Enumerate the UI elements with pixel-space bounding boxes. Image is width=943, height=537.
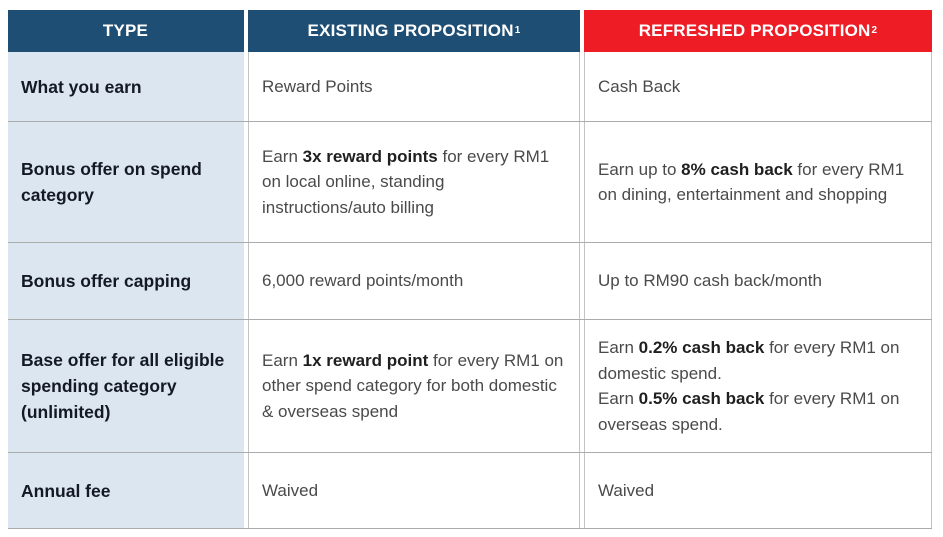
type-label: Base offer for all eligible spending cat… (21, 350, 225, 422)
existing-proposition-cell: Earn 3x reward points for every RM1 on l… (248, 122, 580, 242)
table-row: Base offer for all eligible spending cat… (8, 320, 932, 453)
cell-text: for every RM1 on overseas spend. (598, 389, 900, 434)
type-cell: Bonus offer on spend category (8, 122, 244, 242)
type-label: What you earn (21, 76, 142, 97)
type-cell: Base offer for all eligible spending cat… (8, 320, 244, 452)
highlighted-text: 3x reward points (302, 146, 438, 166)
refreshed-proposition-cell: Earn up to 8% cash back for every RM1 on… (584, 122, 932, 242)
existing-proposition-cell: Reward Points (248, 52, 580, 121)
cell-text: Waived (598, 480, 655, 500)
table-body: What you earn Reward Points Cash Back Bonus… (8, 52, 932, 529)
highlighted-text: 0.2% cash back (638, 338, 765, 357)
cell-text: Earn up to (598, 159, 682, 179)
column-header-existing-label: EXISTING PROPOSITION (307, 21, 514, 41)
cell-text: for every RM1 on other spend category fo… (262, 350, 564, 421)
cell-text: Earn (262, 146, 303, 166)
column-header-type-label: TYPE (102, 21, 149, 41)
column-header-refreshed-superscript: 2 (871, 25, 878, 36)
type-cell: Bonus offer capping (8, 243, 244, 319)
existing-proposition-cell: Waived (248, 453, 580, 528)
cell-text: 6,000 reward points/month (262, 271, 464, 291)
cell-text: Earn (262, 350, 303, 370)
cell-text: for every RM1 on local online, standing … (262, 146, 550, 217)
column-header-existing-proposition: EXISTING PROPOSITION 1 (248, 10, 580, 52)
table-row: Annual fee Waived Waived (8, 453, 932, 529)
column-header-type: TYPE (8, 10, 244, 52)
table-row: What you earn Reward Points Cash Back (8, 52, 932, 122)
type-cell: Annual fee (8, 453, 244, 528)
cell-text: Earn (598, 338, 639, 357)
table-row: Bonus offer on spend category Earn 3x rew… (8, 122, 932, 243)
cell-text: Earn (598, 389, 639, 408)
type-label: Annual fee (21, 480, 111, 501)
column-header-existing-superscript: 1 (514, 25, 521, 36)
cell-text: for every RM1 on dining, entertainment a… (598, 159, 905, 205)
highlighted-text: 8% cash back (681, 159, 793, 179)
type-label: Bonus offer capping (21, 271, 192, 291)
comparison-table: TYPE EXISTING PROPOSITION 1 REFRESHED PRO… (8, 10, 932, 529)
cell-text: Waived (262, 480, 319, 500)
cell-text: for every RM1 on domestic spend. (598, 338, 900, 383)
highlighted-text: 1x reward point (302, 350, 429, 370)
type-label: Bonus offer on spend category (21, 159, 202, 205)
existing-proposition-cell: Earn 1x reward point for every RM1 on ot… (248, 320, 580, 452)
refreshed-proposition-cell: Up to RM90 cash back/month (584, 243, 932, 319)
cell-text: Cash Back (598, 76, 681, 96)
type-cell: What you earn (8, 52, 244, 121)
cell-text: Reward Points (262, 76, 373, 96)
table-row: Bonus offer capping 6,000 reward points/m… (8, 243, 932, 320)
existing-proposition-cell: 6,000 reward points/month (248, 243, 580, 319)
table-header-row: TYPE EXISTING PROPOSITION 1 REFRESHED PRO… (8, 10, 932, 52)
column-header-refreshed-proposition: REFRESHED PROPOSITION 2 (584, 10, 932, 52)
cell-text: Up to RM90 cash back/month (598, 271, 822, 291)
column-header-refreshed-label: REFRESHED PROPOSITION (638, 21, 871, 41)
refreshed-proposition-cell: Waived (584, 453, 932, 528)
refreshed-proposition-cell: Earn 0.2% cash back for every RM1 on dom… (584, 320, 932, 452)
refreshed-proposition-cell: Cash Back (584, 52, 932, 121)
highlighted-text: 0.5% cash back (638, 389, 765, 408)
